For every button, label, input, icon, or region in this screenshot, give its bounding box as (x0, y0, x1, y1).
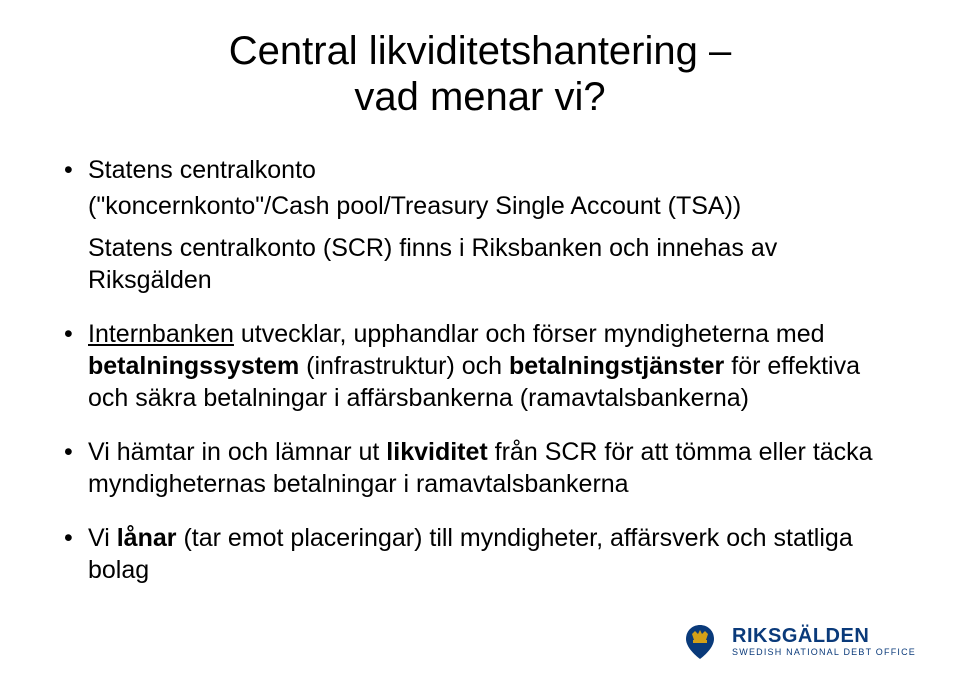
title-line1: Central likviditetshantering – (229, 29, 731, 73)
bullet-1-extra: Statens centralkonto (SCR) finns i Riksb… (88, 232, 900, 296)
crown-icon (678, 619, 722, 663)
title-line2: vad menar vi? (354, 75, 605, 119)
logo-text: RIKSGÄLDEN SWEDISH NATIONAL DEBT OFFICE (732, 626, 916, 657)
logo-main: RIKSGÄLDEN (732, 626, 916, 646)
bullet-1-sub: ("koncernkonto"/Cash pool/Treasury Singl… (88, 190, 900, 222)
logo: RIKSGÄLDEN SWEDISH NATIONAL DEBT OFFICE (678, 619, 916, 663)
bullet-list: Statens centralkonto ("koncernkonto"/Cas… (60, 154, 900, 586)
bullet-1: Statens centralkonto ("koncernkonto"/Cas… (88, 154, 900, 296)
bullet-3: Vi hämtar in och lämnar ut likviditet fr… (88, 436, 900, 500)
slide-title: Central likviditetshantering – vad menar… (60, 28, 900, 120)
logo-sub: SWEDISH NATIONAL DEBT OFFICE (732, 648, 916, 657)
bullet-4: Vi lånar (tar emot placeringar) till myn… (88, 522, 900, 586)
slide: Central likviditetshantering – vad menar… (0, 0, 960, 689)
bullet-2: Internbanken utvecklar, upphandlar och f… (88, 318, 900, 414)
bullet-1-main: Statens centralkonto (88, 156, 316, 184)
